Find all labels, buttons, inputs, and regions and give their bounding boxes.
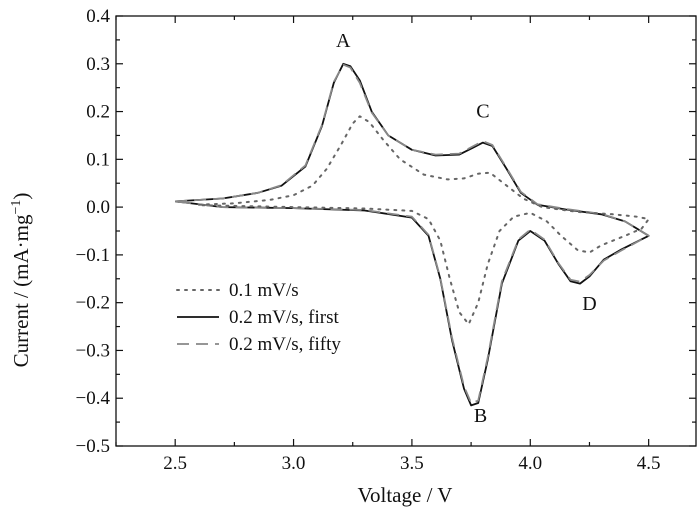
axis-ticks: 2.5 3.0 3.5 4.0 4.5 0.4 0.3 0.2 0.1 0.0 −0.1 −0.2 −0… [76, 6, 696, 474]
legend-label-2: 0.2 mV/s, first [229, 307, 340, 328]
y-tick-label: −0.2 [76, 293, 110, 314]
legend: 0.1 mV/s 0.2 mV/s, first 0.2 mV/s, fifty [176, 280, 341, 355]
y-axis-title-superscript: −1 [9, 200, 24, 215]
peak-label-d: D [582, 293, 596, 315]
y-tick-label: 0.0 [86, 197, 110, 218]
y-tick-label: −0.5 [76, 436, 110, 457]
legend-label-1: 0.1 mV/s [229, 280, 299, 301]
x-tick-label: 3.0 [282, 453, 306, 474]
y-tick-label: −0.1 [76, 245, 110, 266]
y-axis-title-main: Current / (mA·mg [9, 214, 33, 367]
plot-area [115, 15, 697, 447]
y-tick-label: 0.4 [86, 6, 110, 27]
x-tick-label: 4.0 [518, 453, 542, 474]
x-tick-label: 2.5 [163, 453, 187, 474]
peak-label-c: C [476, 100, 489, 122]
y-tick-label: 0.3 [86, 54, 110, 75]
y-axis-title-close: ) [9, 193, 33, 200]
legend-label-3: 0.2 mV/s, fifty [229, 334, 341, 355]
series-line-1 [197, 115, 650, 326]
y-tick-label: 0.1 [86, 149, 110, 170]
series-line-3 [175, 63, 650, 404]
y-tick-label: −0.4 [76, 388, 111, 409]
y-axis-title: Current / (mA·mg−1) [9, 193, 33, 368]
x-tick-label: 4.5 [637, 453, 661, 474]
plot-frame [115, 15, 697, 447]
peak-annotations: A C D B [336, 30, 597, 427]
y-tick-label: 0.2 [86, 102, 110, 123]
peak-label-b: B [474, 405, 487, 427]
peak-label-a: A [336, 30, 351, 52]
x-axis-title: Voltage / V [358, 483, 453, 507]
x-tick-label: 3.5 [400, 453, 424, 474]
y-tick-label: −0.3 [76, 340, 110, 361]
series-layer [175, 62, 650, 407]
